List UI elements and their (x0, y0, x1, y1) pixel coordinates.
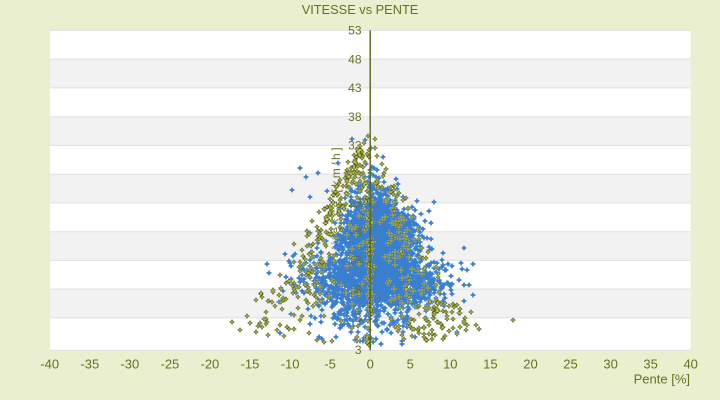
svg-text:10: 10 (443, 357, 457, 372)
svg-text:8: 8 (355, 282, 362, 296)
svg-text:Pente [%]: Pente [%] (634, 372, 690, 387)
svg-text:43: 43 (348, 81, 362, 95)
svg-text:15: 15 (483, 357, 497, 372)
svg-text:53: 53 (348, 24, 362, 38)
svg-text:48: 48 (348, 52, 362, 66)
svg-text:38: 38 (348, 110, 362, 124)
svg-text:0: 0 (367, 357, 374, 372)
svg-text:-25: -25 (161, 357, 180, 372)
svg-text:-15: -15 (241, 357, 260, 372)
svg-text:5: 5 (407, 357, 414, 372)
svg-text:-30: -30 (120, 357, 139, 372)
svg-text:-35: -35 (80, 357, 99, 372)
svg-text:40: 40 (683, 357, 697, 372)
svg-text:25: 25 (563, 357, 577, 372)
svg-text:-40: -40 (40, 357, 59, 372)
svg-text:35: 35 (643, 357, 657, 372)
svg-text:30: 30 (603, 357, 617, 372)
svg-text:20: 20 (523, 357, 537, 372)
svg-text:23: 23 (348, 196, 362, 210)
svg-text:-5: -5 (324, 357, 336, 372)
svg-text:3: 3 (355, 343, 362, 357)
svg-text:3: 3 (355, 311, 362, 325)
svg-text:-10: -10 (281, 357, 300, 372)
svg-text:-20: -20 (201, 357, 220, 372)
svg-text:VITESSE vs PENTE: VITESSE vs PENTE (302, 2, 419, 17)
